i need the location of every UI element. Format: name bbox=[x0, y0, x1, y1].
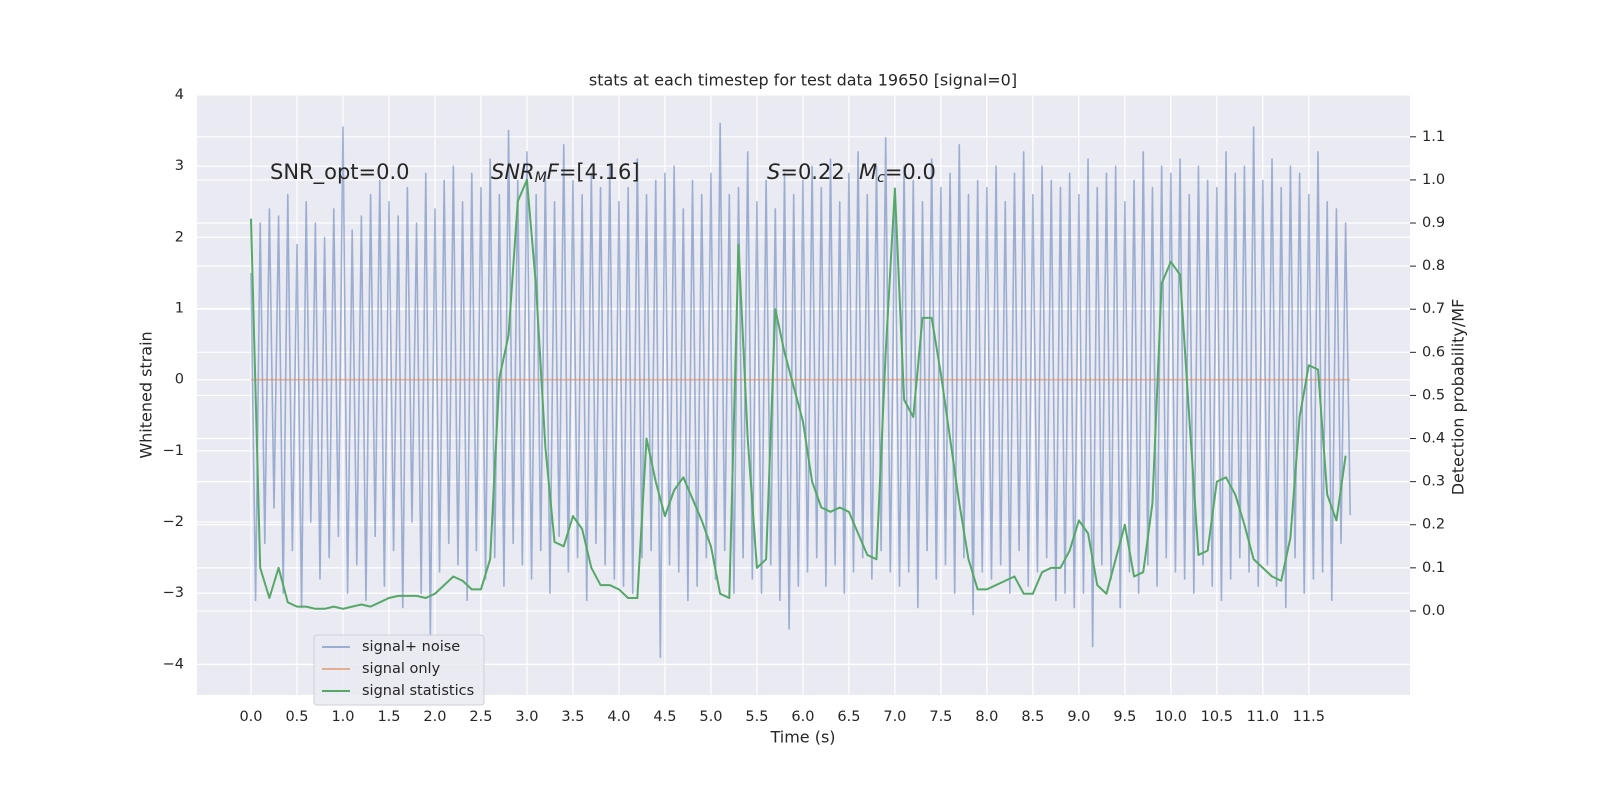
y2-tick-label: 0.4 bbox=[1422, 431, 1445, 447]
annotation-part: S bbox=[767, 160, 780, 184]
x-tick-label: 7.0 bbox=[883, 709, 906, 725]
y-tick-label: 2 bbox=[175, 229, 184, 245]
x-tick-label: 6.5 bbox=[837, 709, 860, 725]
x-tick-label: 3.0 bbox=[515, 709, 538, 725]
annotation-part: =0.22 bbox=[780, 160, 844, 184]
x-tick-label: 1.5 bbox=[377, 709, 400, 725]
annotation-part: SNR bbox=[491, 160, 535, 184]
y2-tick-label: 0.3 bbox=[1422, 474, 1445, 490]
x-tick-label: 8.5 bbox=[1021, 709, 1044, 725]
annotation-part: M bbox=[859, 160, 877, 184]
x-tick-label: 10.0 bbox=[1155, 709, 1187, 725]
x-tick-label: 8.0 bbox=[975, 709, 998, 725]
y2-tick-label: 0.8 bbox=[1422, 258, 1445, 274]
x-tick-label: 11.0 bbox=[1247, 709, 1279, 725]
y2-tick-label: 0.1 bbox=[1422, 560, 1445, 576]
series-line bbox=[249, 178, 1347, 610]
x-tick-label: 4.0 bbox=[607, 709, 630, 725]
y2-tick-label: 1.0 bbox=[1422, 172, 1445, 188]
annotation-part: M bbox=[535, 170, 547, 186]
x-tick-label: 9.0 bbox=[1067, 709, 1090, 725]
y-tick-label: −1 bbox=[163, 443, 184, 459]
y2-tick-label: 0.5 bbox=[1422, 387, 1445, 403]
x-tick-label: 1.0 bbox=[331, 709, 354, 725]
x-tick-label: 5.0 bbox=[699, 709, 722, 725]
y-tick-label: −2 bbox=[163, 514, 184, 530]
y-tick-label: 1 bbox=[175, 301, 184, 317]
y2-tick-label: 1.1 bbox=[1422, 129, 1445, 145]
x-tick-label: 2.5 bbox=[469, 709, 492, 725]
y2-tick-label: 0.0 bbox=[1422, 603, 1445, 619]
y-axis-label: Whitened strain bbox=[137, 331, 156, 458]
annotation: Mc=0.0 bbox=[859, 160, 936, 186]
x-tick-label: 0.0 bbox=[239, 709, 262, 725]
annotation: SNR_opt=0.0 bbox=[270, 160, 410, 185]
annotation-part: F bbox=[547, 160, 560, 184]
x-tick-label: 7.5 bbox=[929, 709, 952, 725]
x-tick-label: 6.0 bbox=[791, 709, 814, 725]
legend: signal+ noise signal only signal statistic… bbox=[313, 634, 485, 706]
legend-label: signal statistics bbox=[362, 683, 474, 699]
x-tick-label: 10.5 bbox=[1201, 709, 1233, 725]
x-tick-label: 2.0 bbox=[423, 709, 446, 725]
y2-tick-label: 0.2 bbox=[1422, 517, 1445, 533]
y-tick-label: −4 bbox=[163, 656, 184, 672]
x-tick-label: 11.5 bbox=[1293, 709, 1325, 725]
y-tick-label: 4 bbox=[175, 87, 184, 103]
x-tick-label: 9.5 bbox=[1113, 709, 1136, 725]
x-axis-label: Time (s) bbox=[769, 728, 835, 747]
annotation-part: =0.0 bbox=[885, 160, 936, 184]
x-tick-label: 4.5 bbox=[653, 709, 676, 725]
series-line bbox=[250, 122, 1352, 659]
annotation: S=0.22 bbox=[767, 160, 845, 184]
y2-tick-label: 0.7 bbox=[1422, 301, 1445, 317]
x-tick-label: 0.5 bbox=[285, 709, 308, 725]
y2-tick-label: 0.9 bbox=[1422, 215, 1445, 231]
x-tick-label: 3.5 bbox=[561, 709, 584, 725]
y-tick-label: 3 bbox=[175, 158, 184, 174]
annotation: SNRMF=[4.16] bbox=[491, 160, 640, 186]
annotation-part: =[4.16] bbox=[559, 160, 640, 184]
y-tick-label: 0 bbox=[175, 372, 184, 388]
annotation-part: c bbox=[877, 170, 885, 186]
annotation-part: SNR_opt=0.0 bbox=[270, 160, 410, 185]
legend-box bbox=[313, 634, 485, 706]
y-tick-label: −3 bbox=[163, 585, 184, 601]
x-tick-label: 5.5 bbox=[745, 709, 768, 725]
y2-tick-label: 0.6 bbox=[1422, 344, 1445, 360]
legend-label: signal only bbox=[362, 661, 441, 677]
chart-title: stats at each timestep for test data 196… bbox=[589, 71, 1017, 90]
legend-label: signal+ noise bbox=[362, 639, 460, 655]
y2-axis-label: Detection probability/MF bbox=[1449, 299, 1468, 496]
